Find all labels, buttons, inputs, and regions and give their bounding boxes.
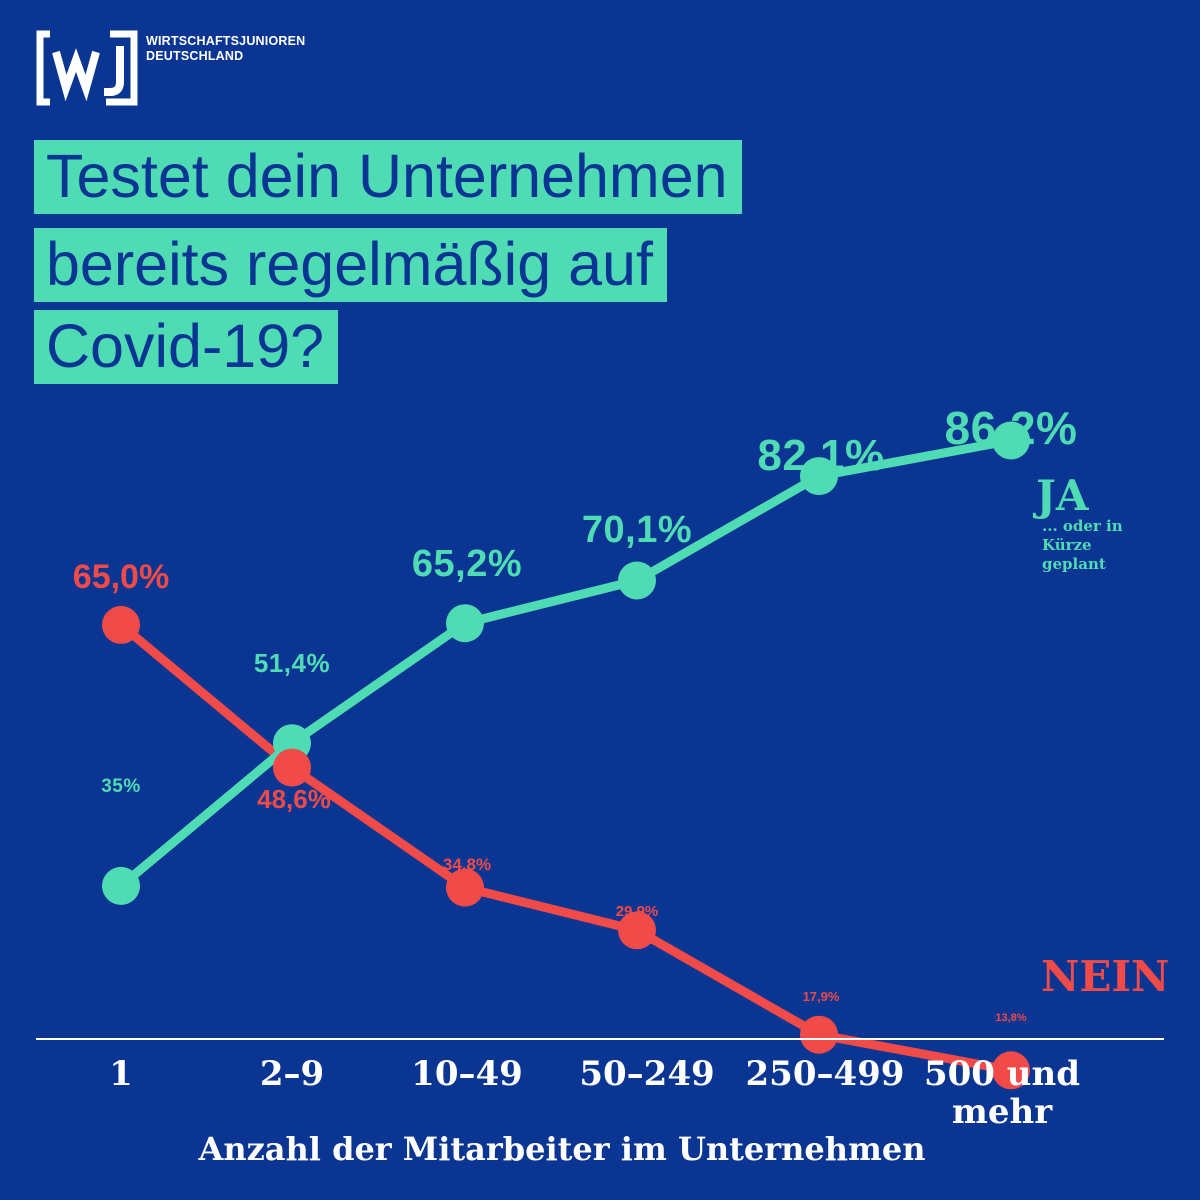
legend-note-ja-1: Kürze (1042, 536, 1092, 554)
x-tick-label-2: 10–49 (411, 1054, 523, 1094)
data-label-nein-3: 29,9% (616, 903, 659, 920)
x-tick-label-5-0: 500 und (924, 1054, 1080, 1094)
data-point-ja-2 (446, 604, 484, 643)
data-point-nein-4 (800, 1015, 838, 1054)
brand-name-line1: WIRTSCHAFTSJUNIOREN (146, 34, 306, 48)
data-label-ja-5: 86,2% (945, 402, 1078, 454)
data-point-ja-5 (992, 421, 1030, 460)
data-label-ja-2: 65,2% (412, 543, 522, 585)
brand-name-line2: DEUTSCHLAND (146, 49, 244, 63)
legend-label-ja: JA (1032, 471, 1090, 520)
data-point-ja-0 (102, 866, 140, 905)
x-tick-label-5-1: mehr (952, 1092, 1053, 1132)
data-label-ja-0: 35% (101, 776, 141, 797)
legend-label-nein: NEIN (1041, 952, 1169, 1001)
x-axis-title: Anzahl der Mitarbeiter im Unternehmen (198, 1130, 926, 1168)
data-label-nein-4: 17,9% (803, 989, 840, 1004)
data-label-ja-1: 51,4% (254, 648, 330, 678)
title-line-3: Covid-19? (34, 310, 339, 384)
data-point-nein-1 (273, 748, 311, 787)
data-point-ja-3 (618, 561, 656, 600)
data-point-nein-2 (446, 868, 484, 907)
data-label-nein-2: 34,8% (443, 855, 491, 874)
series-line-nein (116, 620, 1016, 1075)
series-line-ja (116, 436, 1016, 891)
x-tick-label-4: 250–499 (746, 1054, 905, 1094)
data-label-ja-4: 82,1% (757, 431, 884, 480)
title-line-2: bereits regelmäßig auf (34, 228, 667, 302)
data-point-ja-4 (800, 457, 838, 496)
x-tick-label-0: 1 (109, 1054, 133, 1094)
data-label-ja-3: 70,1% (582, 509, 692, 551)
x-tick-label-1: 2–9 (260, 1054, 324, 1094)
legend-note-ja-2: geplant (1042, 555, 1106, 573)
legend-note-ja-0: ... oder in (1042, 517, 1123, 535)
title-line-1: Testet dein Unternehmen (34, 140, 742, 214)
data-label-nein-5: 13,8% (995, 1012, 1026, 1024)
data-point-nein-0 (102, 605, 140, 644)
data-label-nein-1: 48,6% (257, 784, 331, 814)
wj-logo-icon (36, 30, 138, 106)
data-point-nein-5 (992, 1051, 1030, 1090)
data-point-nein-3 (618, 911, 656, 950)
x-tick-label-3: 50–249 (579, 1054, 714, 1094)
brand-logo: WIRTSCHAFTSJUNIOREN DEUTSCHLAND (36, 30, 305, 106)
data-label-nein-0: 65,0% (73, 558, 169, 596)
